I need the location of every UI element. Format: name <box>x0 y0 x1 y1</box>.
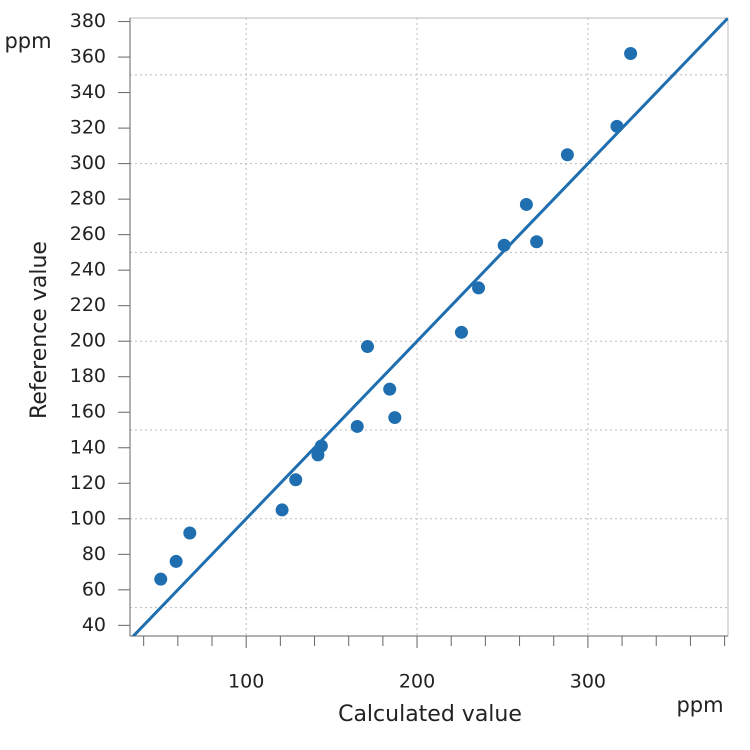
point <box>388 411 402 425</box>
y-tick-label: 180 <box>70 365 106 387</box>
point <box>360 340 374 354</box>
point <box>154 572 168 586</box>
point <box>560 148 574 162</box>
y-tick-label: 100 <box>70 507 106 529</box>
y-tick-label: 300 <box>70 152 106 174</box>
y-tick-label: 60 <box>82 578 106 600</box>
point <box>350 419 364 433</box>
y-tick-label: 380 <box>70 10 106 32</box>
reference-line <box>131 18 728 636</box>
y-tick-label: 220 <box>70 294 106 316</box>
point <box>383 382 397 396</box>
y-tick-label: 160 <box>70 401 106 423</box>
point <box>454 325 468 339</box>
point <box>519 197 533 211</box>
y-axis-title: Reference value <box>27 241 52 419</box>
y-tick-label: 260 <box>70 223 106 245</box>
point <box>624 47 638 61</box>
x-tick-label: 200 <box>399 671 435 693</box>
point <box>183 526 197 540</box>
y-tick-label: 360 <box>70 46 106 68</box>
y-tick-label: 40 <box>82 614 106 636</box>
y-tick-label: 240 <box>70 259 106 281</box>
y-unit: ppm <box>4 29 51 53</box>
x-unit: ppm <box>676 693 723 717</box>
point <box>275 503 289 517</box>
point <box>497 238 511 252</box>
point <box>314 439 328 453</box>
y-tick-label: 140 <box>70 436 106 458</box>
x-tick-label: 300 <box>570 671 606 693</box>
y-tick-label: 320 <box>70 117 106 139</box>
point <box>472 281 486 295</box>
point <box>169 554 183 568</box>
y-tick-label: 120 <box>70 472 106 494</box>
point <box>289 473 303 487</box>
y-tick-label: 280 <box>70 188 106 210</box>
y-tick-label: 340 <box>70 81 106 103</box>
x-axis-title: Calculated value <box>338 702 522 727</box>
point <box>530 235 544 249</box>
y-tick-label: 200 <box>70 330 106 352</box>
point <box>610 119 624 133</box>
y-tick-label: 80 <box>82 543 106 565</box>
x-tick-label: 100 <box>228 671 264 693</box>
